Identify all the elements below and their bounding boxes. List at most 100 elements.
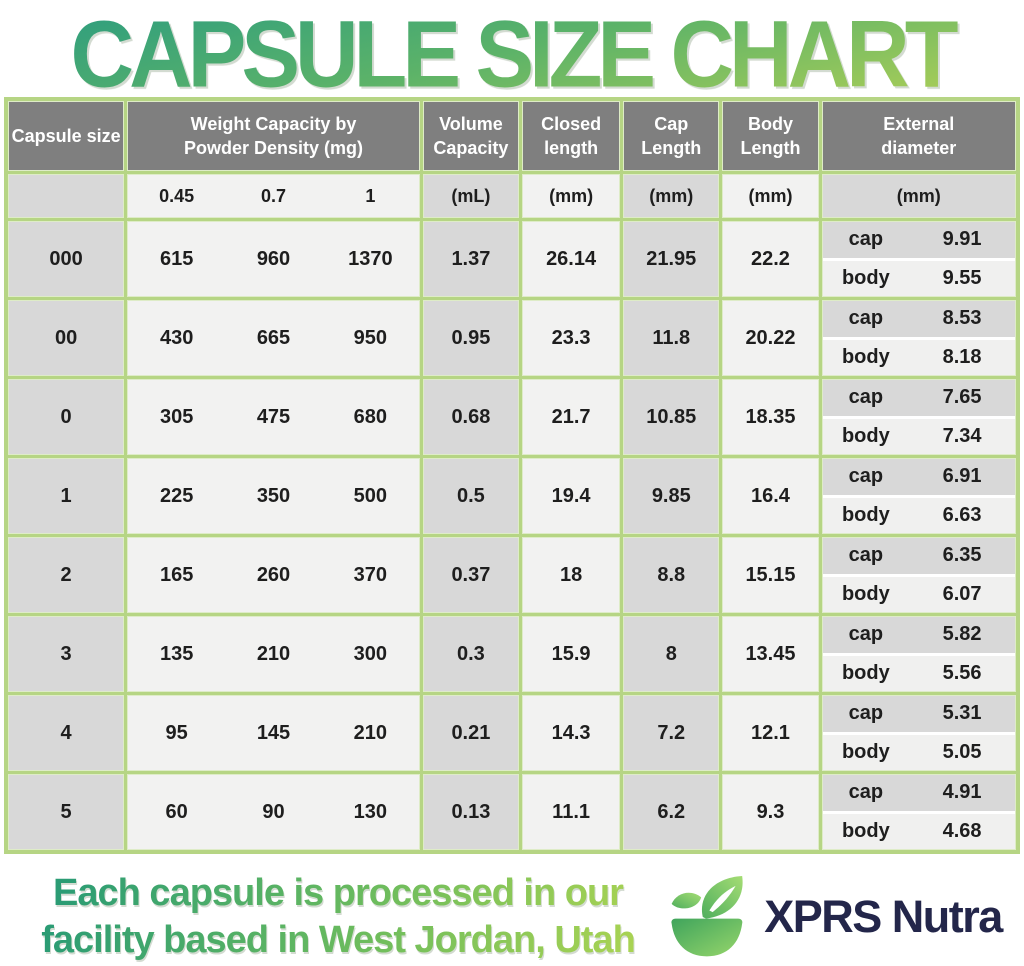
body-diameter-label: body: [841, 582, 890, 605]
weight-cell: 60 90 130: [128, 775, 419, 849]
weight-07: 145: [256, 721, 291, 744]
external-diameter-cell: cap 5.31 body 5.05: [822, 696, 1015, 770]
header-closed-line1: Closed: [541, 114, 602, 134]
header-closed-line2: length: [544, 138, 599, 158]
footer-tagline: Each capsule is processed in our facilit…: [14, 870, 662, 964]
divider: [822, 494, 1015, 498]
closed-length-cell: 23.3: [523, 301, 620, 375]
body-length-cell: 13.45: [723, 617, 818, 691]
weight-1: 500: [353, 484, 388, 507]
table-units-row: 0.45 0.7 1 (mL) (mm) (mm) (mm) (mm): [9, 175, 1015, 217]
header-capsule-size: Capsule size: [9, 102, 124, 170]
weight-1: 680: [353, 405, 388, 428]
weight-07: 960: [256, 247, 291, 270]
weight-045: 305: [159, 405, 194, 428]
closed-length-cell: 14.3: [523, 696, 620, 770]
table-header-row: Capsule size Weight Capacity by Powder D…: [9, 102, 1015, 170]
divider: [822, 257, 1015, 261]
cap-length-cell: 9.85: [624, 459, 719, 533]
body-diameter-label: body: [841, 266, 890, 289]
table-row: 2 165 260 370 0.37 18 8.8 15.15 cap 6.35 …: [9, 538, 1015, 612]
header-volume-line2: Capacity: [433, 138, 509, 158]
header-cap-line1: Cap: [654, 114, 689, 134]
weight-cell: 225 350 500: [128, 459, 419, 533]
cap-length-cell: 7.2: [624, 696, 719, 770]
brand-logo: XPRS Nutra: [662, 874, 1010, 960]
external-diameter-cell: cap 8.53 body 8.18: [822, 301, 1015, 375]
capsule-size-cell: 00: [9, 301, 124, 375]
weight-045: 225: [159, 484, 194, 507]
cap-diameter-label: cap: [848, 544, 884, 567]
unit-volume: (mL): [423, 175, 518, 217]
unit-external-diameter: (mm): [822, 175, 1015, 217]
body-diameter-value: 5.05: [942, 740, 982, 763]
header-volume-capacity: Volume Capacity: [423, 102, 518, 170]
header-cap-line2: Length: [641, 138, 702, 158]
closed-length-cell: 11.1: [523, 775, 620, 849]
header-body-length: Body Length: [723, 102, 818, 170]
volume-cell: 0.5: [423, 459, 518, 533]
body-diameter-label: body: [841, 345, 890, 368]
header-weight-line1: Weight Capacity by: [190, 114, 357, 134]
footer-tagline-line1: Each capsule is processed in our: [53, 872, 623, 914]
cap-diameter-label: cap: [848, 228, 884, 251]
subheader-empty-cell: [9, 175, 124, 217]
volume-cell: 0.95: [423, 301, 518, 375]
weight-07: 90: [262, 800, 285, 823]
capsule-size-cell: 3: [9, 617, 124, 691]
body-length-cell: 9.3: [723, 775, 818, 849]
cap-diameter-label: cap: [848, 702, 884, 725]
divider: [822, 652, 1015, 656]
header-cap-length: Cap Length: [624, 102, 719, 170]
volume-cell: 1.37: [423, 222, 518, 296]
cap-diameter-value: 5.31: [942, 702, 982, 725]
body-diameter-value: 7.34: [942, 424, 982, 447]
volume-cell: 0.68: [423, 380, 518, 454]
body-diameter-label: body: [841, 503, 890, 526]
table-row: 5 60 90 130 0.13 11.1 6.2 9.3 cap 4.91 bo…: [9, 775, 1015, 849]
weight-07: 210: [256, 642, 291, 665]
external-diameter-cell: cap 9.91 body 9.55: [822, 222, 1015, 296]
external-diameter-cell: cap 6.91 body 6.63: [822, 459, 1015, 533]
weight-045: 615: [159, 247, 194, 270]
body-diameter-value: 6.63: [942, 503, 982, 526]
weight-1: 300: [353, 642, 388, 665]
density-045: 0.45: [159, 185, 195, 206]
density-1: 1: [365, 185, 376, 206]
weight-1: 210: [353, 721, 388, 744]
volume-cell: 0.3: [423, 617, 518, 691]
divider: [822, 336, 1015, 340]
mortar-leaf-icon: [671, 876, 743, 957]
closed-length-cell: 18: [523, 538, 620, 612]
cap-length-cell: 8: [624, 617, 719, 691]
cap-diameter-value: 8.53: [942, 307, 982, 330]
weight-cell: 430 665 950: [128, 301, 419, 375]
external-diameter-cell: cap 4.91 body 4.68: [822, 775, 1015, 849]
weight-045: 430: [159, 326, 194, 349]
weight-cell: 165 260 370: [128, 538, 419, 612]
cap-length-cell: 6.2: [624, 775, 719, 849]
weight-cell: 615 960 1370: [128, 222, 419, 296]
body-diameter-label: body: [841, 819, 890, 842]
capsule-size-cell: 5: [9, 775, 124, 849]
body-length-cell: 20.22: [723, 301, 818, 375]
unit-body-length: (mm): [723, 175, 818, 217]
closed-length-cell: 26.14: [523, 222, 620, 296]
divider: [822, 810, 1015, 814]
footer: Each capsule is processed in our facilit…: [0, 870, 1024, 964]
body-length-cell: 12.1: [723, 696, 818, 770]
weight-045: 60: [165, 800, 188, 823]
divider: [822, 415, 1015, 419]
header-weight-line2: Powder Density (mg): [184, 138, 364, 158]
page-title: CAPSULE SIZE CHART: [0, 0, 1024, 107]
divider: [822, 573, 1015, 577]
body-diameter-value: 6.07: [942, 582, 982, 605]
weight-07: 665: [256, 326, 291, 349]
header-volume-line1: Volume: [439, 114, 503, 134]
cap-diameter-label: cap: [848, 465, 884, 488]
cap-diameter-value: 5.82: [942, 623, 982, 646]
header-external-line2: diameter: [881, 138, 957, 158]
cap-diameter-label: cap: [848, 307, 884, 330]
weight-07: 350: [256, 484, 291, 507]
weight-07: 260: [256, 563, 291, 586]
